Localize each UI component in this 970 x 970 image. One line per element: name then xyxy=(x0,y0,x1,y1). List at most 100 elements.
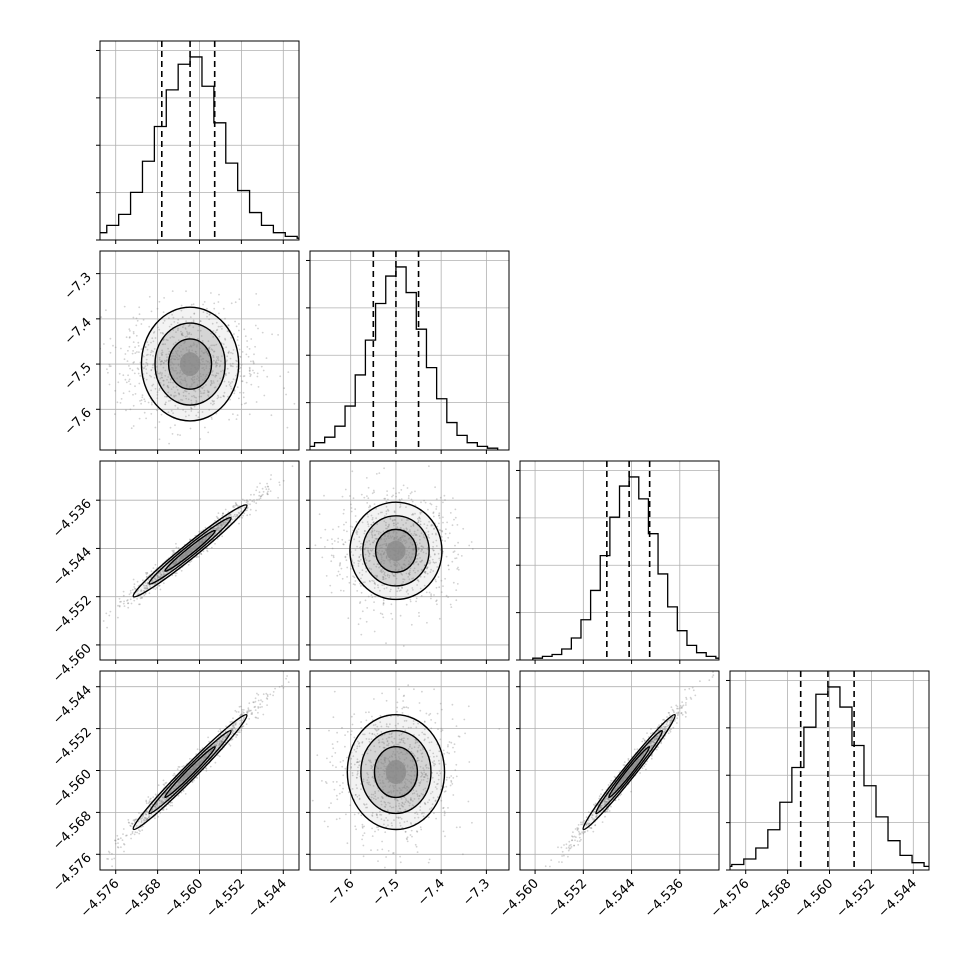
scatter-point xyxy=(172,774,175,777)
scatter-point xyxy=(213,350,216,353)
scatter-point xyxy=(155,804,158,806)
scatter-point xyxy=(256,498,258,501)
axes-frame xyxy=(309,460,510,661)
scatter-point xyxy=(387,726,390,728)
scatter-point xyxy=(140,399,143,402)
scatter-point xyxy=(454,544,456,547)
scatter-point xyxy=(391,824,393,827)
scatter-point xyxy=(135,334,138,337)
scatter-point xyxy=(367,776,370,779)
scatter-point xyxy=(374,534,377,536)
scatter-point xyxy=(454,516,457,519)
scatter-point xyxy=(399,505,402,508)
scatter-point xyxy=(140,590,143,593)
scatter-point xyxy=(224,372,227,375)
scatter-point xyxy=(210,381,213,384)
scatter-point xyxy=(368,553,371,555)
scatter-point xyxy=(410,822,412,824)
scatter-point xyxy=(169,426,172,429)
scatter-point xyxy=(373,529,376,532)
scatter-point xyxy=(161,796,164,799)
scatter-point xyxy=(117,604,119,607)
scatter-point xyxy=(159,382,162,384)
scatter-point xyxy=(407,576,410,578)
scatter-point xyxy=(116,401,119,404)
scatter-point xyxy=(217,730,220,733)
scatter-point xyxy=(235,736,238,738)
scatter-point xyxy=(142,579,144,582)
scatter-point xyxy=(210,292,212,294)
scatter-point xyxy=(127,365,130,367)
scatter-point xyxy=(356,770,359,773)
scatter-point xyxy=(438,514,440,517)
scatter-point xyxy=(249,375,252,378)
scatter-point xyxy=(324,528,327,531)
scatter-point xyxy=(363,733,366,736)
scatter-point xyxy=(430,568,432,571)
scatter-point xyxy=(438,557,441,560)
scatter-point xyxy=(432,511,435,514)
scatter-point xyxy=(153,577,156,579)
scatter-point xyxy=(157,576,159,578)
scatter-point xyxy=(231,727,234,730)
scatter-point xyxy=(127,606,130,609)
scatter-point xyxy=(226,519,228,522)
scatter-point xyxy=(216,357,219,360)
scatter-point xyxy=(363,496,366,499)
scatter-point xyxy=(229,357,232,360)
scatter-point xyxy=(330,591,333,594)
scatter-point xyxy=(389,723,391,726)
scatter-point xyxy=(437,576,440,578)
scatter-point xyxy=(428,591,431,594)
scatter-point xyxy=(344,556,347,559)
scatter-point xyxy=(221,523,224,526)
scatter-point xyxy=(143,377,146,380)
scatter-point xyxy=(210,348,213,351)
scatter-point xyxy=(365,719,368,722)
scatter-point xyxy=(235,722,237,724)
scatter-point xyxy=(423,802,426,804)
scatter-point xyxy=(373,555,375,558)
scatter-point xyxy=(160,363,162,365)
scatter-point xyxy=(414,843,417,846)
scatter-point xyxy=(587,823,590,826)
scatter-point xyxy=(105,309,107,312)
scatter-point xyxy=(351,526,354,528)
scatter-point xyxy=(345,813,347,816)
scatter-point xyxy=(357,559,360,562)
scatter-point xyxy=(318,513,321,516)
scatter-point xyxy=(143,585,146,587)
scatter-point xyxy=(383,805,386,808)
scatter-point xyxy=(117,842,119,844)
scatter-point xyxy=(250,709,252,712)
scatter-point xyxy=(236,386,239,388)
scatter-point xyxy=(407,593,410,595)
scatter-point xyxy=(141,817,144,819)
scatter-point xyxy=(390,735,393,738)
scatter-point xyxy=(188,331,191,334)
scatter-point xyxy=(156,397,159,400)
scatter-point xyxy=(134,385,136,388)
scatter-point xyxy=(222,522,225,525)
scatter-point xyxy=(352,575,354,578)
scatter-point xyxy=(328,729,330,732)
scatter-point xyxy=(132,404,135,407)
scatter-point xyxy=(215,365,217,368)
scatter-point xyxy=(439,702,442,705)
scatter-point xyxy=(425,527,428,529)
panel-body xyxy=(100,671,299,870)
scatter-point xyxy=(437,728,439,731)
scatter-point xyxy=(109,365,112,368)
scatter-point xyxy=(386,740,389,742)
scatter-point xyxy=(154,793,157,796)
scatter-point xyxy=(374,574,377,577)
scatter-point xyxy=(447,564,450,567)
scatter-point xyxy=(405,603,408,606)
scatter-point xyxy=(167,347,170,350)
scatter-point xyxy=(324,546,326,548)
scatter-point xyxy=(161,802,163,805)
scatter-point xyxy=(442,807,444,810)
scatter-point xyxy=(161,343,164,346)
scatter-point xyxy=(227,381,230,383)
